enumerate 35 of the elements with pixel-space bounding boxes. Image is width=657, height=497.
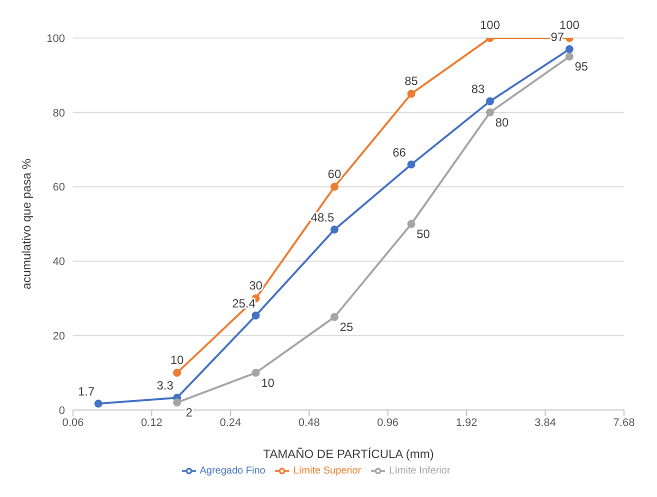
data-label: 10 xyxy=(261,376,275,390)
data-label: 2 xyxy=(186,406,193,420)
y-tick-label: 20 xyxy=(52,330,65,343)
data-label: 83 xyxy=(471,82,485,96)
x-tick-label: 7.68 xyxy=(613,416,635,429)
x-tick-label: 0.48 xyxy=(298,416,320,429)
data-label: 1.7 xyxy=(78,384,96,399)
data-label: 25 xyxy=(340,320,354,334)
x-tick-label: 0.12 xyxy=(141,416,162,429)
legend-label: Agregado Fino xyxy=(200,466,266,477)
data-label: 100 xyxy=(559,18,580,32)
data-label: 100 xyxy=(480,18,500,32)
data-label: 80 xyxy=(495,115,509,130)
legend-label: Límite Inferior xyxy=(389,466,450,477)
x-tick-label: 0.24 xyxy=(220,416,242,429)
data-label: 3.3 xyxy=(156,378,174,393)
data-label: 10 xyxy=(170,352,184,367)
x-tick-label: 0.96 xyxy=(377,416,399,429)
y-tick-label: 100 xyxy=(46,32,65,45)
x-tick-label: 0.06 xyxy=(62,416,84,429)
x-tick-label: 3.84 xyxy=(534,416,556,429)
data-label: 30 xyxy=(249,278,263,292)
y-tick-label: 80 xyxy=(52,107,65,120)
y-tick-label: 0 xyxy=(58,404,65,417)
data-label: 95 xyxy=(574,60,588,74)
y-tick-label: 60 xyxy=(52,182,65,194)
data-label: 85 xyxy=(404,74,418,88)
y-axis-title: acumulativo que pasa % xyxy=(19,158,34,290)
legend-label: Límite Superior xyxy=(293,466,362,477)
x-axis-title: TAMAÑO DE PARTÍCULA (mm) xyxy=(263,447,434,461)
y-tick-label: 40 xyxy=(52,256,65,268)
data-label: 60 xyxy=(328,166,342,181)
data-label: 50 xyxy=(416,227,430,241)
x-tick-label: 1.92 xyxy=(456,416,478,429)
data-label: 66 xyxy=(392,145,406,160)
